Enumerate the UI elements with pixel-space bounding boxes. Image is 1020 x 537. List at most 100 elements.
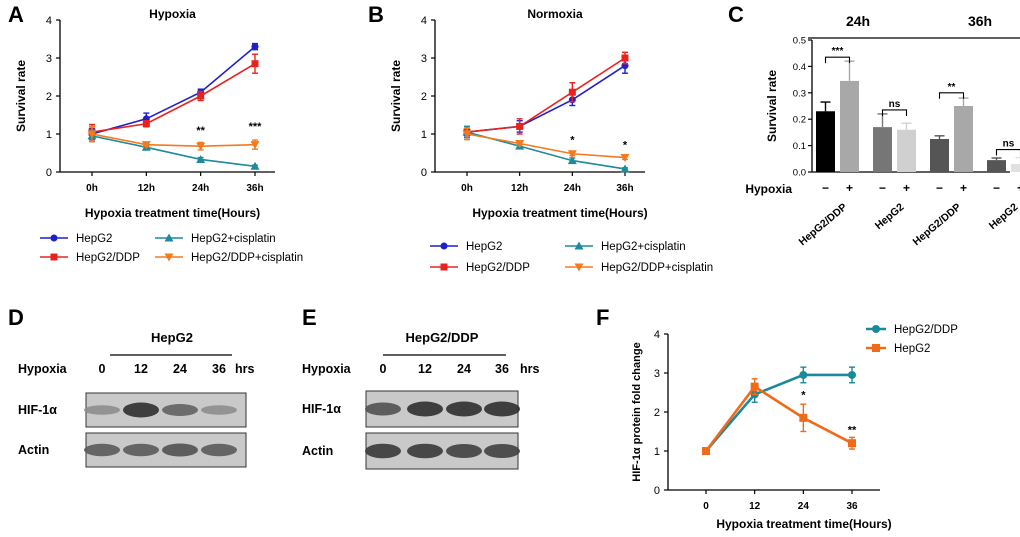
blot-band bbox=[484, 444, 520, 458]
bar-36h-hepg2-ddp-normoxia bbox=[930, 135, 949, 172]
x-axis-label: Hypoxia treatment time(Hours) bbox=[716, 517, 891, 531]
legend-marker bbox=[440, 263, 448, 271]
significance-label: * bbox=[570, 135, 575, 147]
x-tick-label: 36 bbox=[846, 501, 858, 512]
data-point bbox=[799, 413, 808, 422]
series-line bbox=[91, 133, 256, 147]
legend-marker bbox=[574, 263, 584, 272]
y-tick-label: 1 bbox=[421, 129, 427, 141]
series-hepg2 bbox=[463, 57, 629, 137]
y-tick-label: 0.0 bbox=[793, 168, 806, 179]
series-hepg2-ddp-cisplatin bbox=[462, 127, 630, 163]
blot-band bbox=[365, 402, 401, 416]
y-tick-label: 3 bbox=[654, 368, 660, 380]
legend-item-hepg2-ddp: HepG2/DDP bbox=[40, 252, 140, 264]
data-point bbox=[567, 156, 577, 165]
panel-letter-a: A bbox=[8, 2, 24, 27]
hypoxia-sign: + bbox=[1017, 181, 1020, 195]
data-point bbox=[702, 447, 710, 455]
unit-label: hrs bbox=[520, 362, 540, 376]
x-tick-label: 12h bbox=[511, 183, 528, 194]
band-label-hif-1α: HIF-1α bbox=[18, 403, 57, 417]
y-tick-label: 0.3 bbox=[793, 88, 806, 99]
significance-label: ns bbox=[1003, 139, 1015, 150]
blot-band bbox=[162, 443, 198, 457]
legend-item-hepg2-ddp: HepG2/DDP bbox=[430, 262, 530, 274]
time-point-label: 36 bbox=[495, 362, 509, 376]
group-header-24h: 24h bbox=[846, 13, 870, 29]
y-tick-label: 0.1 bbox=[793, 141, 806, 152]
bar-24h-hepg2-hypoxia bbox=[897, 122, 916, 172]
time-point-label: 12 bbox=[418, 362, 432, 376]
legend-label: HepG2/DDP bbox=[894, 324, 958, 336]
series-hepg2-cisplatin bbox=[87, 129, 260, 170]
data-point bbox=[462, 130, 472, 139]
blot-band bbox=[84, 405, 120, 415]
blot-band bbox=[123, 402, 159, 418]
legend-label: HepG2+cisplatin bbox=[191, 233, 276, 245]
significance-label: ** bbox=[948, 82, 956, 93]
band-label-hif-1α: HIF-1α bbox=[302, 402, 341, 416]
bar-24h-hepg2-ddp-hypoxia bbox=[840, 60, 859, 172]
unit-label: hrs bbox=[235, 362, 255, 376]
bar-24h-hepg2-ddp-normoxia bbox=[816, 101, 835, 172]
time-point-label: 12 bbox=[134, 362, 148, 376]
blot-band bbox=[201, 443, 237, 457]
series-hepg2-ddp bbox=[702, 366, 856, 455]
group-label: HepG2 bbox=[987, 201, 1020, 232]
significance-bracket bbox=[824, 56, 851, 64]
legend-marker bbox=[50, 234, 58, 242]
data-point bbox=[251, 60, 259, 68]
y-tick-label: 0.2 bbox=[793, 115, 806, 126]
blot-band bbox=[123, 443, 159, 457]
bar-rect bbox=[897, 129, 916, 172]
bar-rect bbox=[873, 127, 892, 172]
bar-rect bbox=[840, 80, 859, 172]
legend-marker bbox=[574, 241, 584, 250]
series-hepg2-ddp-cisplatin bbox=[87, 125, 260, 151]
data-point bbox=[621, 54, 629, 62]
legend-item-hepg2: HepG2 bbox=[866, 343, 930, 355]
time-point-label: 24 bbox=[457, 362, 471, 376]
x-tick-label: 0h bbox=[461, 183, 473, 194]
panel-letter-f: F bbox=[596, 305, 609, 330]
data-point bbox=[620, 154, 630, 163]
legend-item-hepg2-ddp: HepG2/DDP bbox=[866, 324, 958, 336]
hypoxia-label: Hypoxia bbox=[302, 362, 352, 376]
chart-title: Hypoxia bbox=[149, 7, 196, 21]
legend-marker bbox=[872, 325, 880, 333]
y-axis-label: HIF-1α protein fold change bbox=[631, 342, 643, 481]
bar-rect bbox=[1011, 164, 1020, 172]
significance-label: * bbox=[801, 389, 806, 401]
hypoxia-label: Hypoxia bbox=[18, 362, 68, 376]
x-tick-label: 36h bbox=[246, 183, 263, 194]
significance-label: ns bbox=[889, 99, 901, 110]
legend-item-hepg2: HepG2 bbox=[430, 241, 502, 253]
time-point-label: 36 bbox=[212, 362, 226, 376]
data-point bbox=[142, 120, 150, 128]
panel-b-line-chart: 0 1 2 3 4 0h 12h 24h 36h Normoxia Hypoxia treatmen… bbox=[389, 7, 713, 274]
legend-marker bbox=[164, 253, 174, 262]
y-axis-label: Survival rate bbox=[14, 60, 28, 132]
significance-label: *** bbox=[832, 46, 844, 57]
significance-bracket bbox=[881, 109, 908, 116]
series-line bbox=[466, 57, 626, 133]
y-tick-label: 4 bbox=[654, 329, 660, 341]
bar-rect bbox=[954, 106, 973, 172]
panel-letter-e: E bbox=[302, 305, 317, 330]
y-tick-label: 2 bbox=[654, 407, 660, 419]
x-tick-label: 36h bbox=[616, 183, 633, 194]
x-tick-label: 0h bbox=[86, 183, 98, 194]
hypoxia-sign: − bbox=[822, 181, 829, 195]
legend-label: HepG2 bbox=[894, 343, 930, 355]
hypoxia-sign: − bbox=[879, 181, 886, 195]
bar-36h-hepg2-normoxia bbox=[987, 157, 1006, 172]
x-tick-label: 0 bbox=[703, 501, 709, 512]
group-label: HepG2 bbox=[873, 201, 907, 232]
panel-letter-b: B bbox=[368, 2, 384, 27]
y-tick-label: 2 bbox=[421, 91, 427, 103]
panel-letter-c: C bbox=[728, 2, 744, 27]
hypoxia-row-label: Hypoxia bbox=[745, 182, 792, 196]
time-point-label: 0 bbox=[380, 362, 387, 376]
